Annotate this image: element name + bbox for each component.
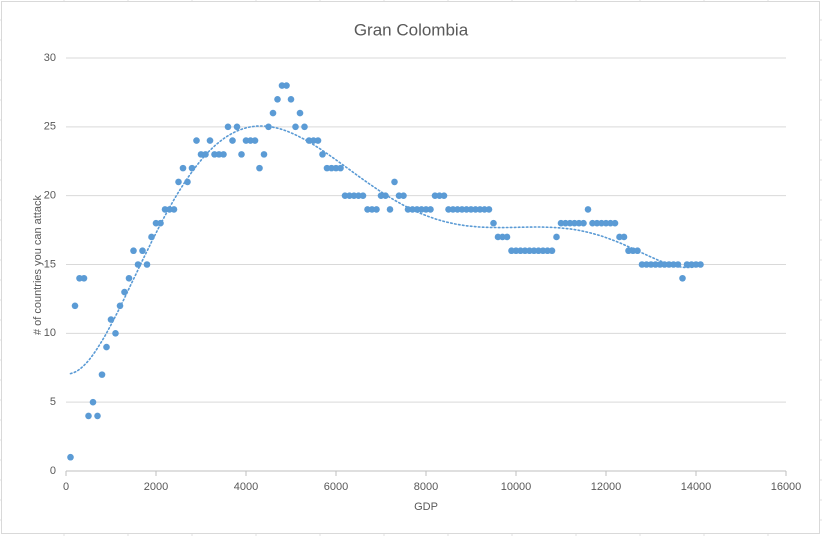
data-point xyxy=(98,371,106,378)
data-point xyxy=(94,412,101,420)
data-point xyxy=(139,247,146,255)
chart-title: Gran Colombia xyxy=(354,20,469,39)
x-tick-label: 4000 xyxy=(234,481,258,493)
data-point xyxy=(233,123,241,131)
data-point xyxy=(301,123,308,131)
data-point xyxy=(679,274,686,282)
data-point xyxy=(148,233,155,241)
data-point xyxy=(265,123,272,131)
data-point xyxy=(319,151,326,158)
y-tick-label: 25 xyxy=(44,121,56,133)
data-point xyxy=(143,261,151,268)
data-point xyxy=(188,164,196,172)
y-tick-label: 0 xyxy=(50,465,56,477)
data-point xyxy=(620,233,628,241)
data-point xyxy=(125,274,133,282)
data-point xyxy=(296,109,304,117)
data-point xyxy=(427,206,434,213)
data-point xyxy=(382,192,389,199)
data-point xyxy=(548,247,556,255)
data-point xyxy=(359,192,367,199)
data-point xyxy=(391,178,398,186)
data-point xyxy=(184,178,191,186)
data-point xyxy=(71,302,79,310)
data-point xyxy=(274,96,281,103)
data-point xyxy=(674,261,682,268)
data-point xyxy=(67,453,74,461)
data-point xyxy=(287,96,295,103)
x-tick-label: 6000 xyxy=(324,481,348,493)
data-point xyxy=(85,412,92,420)
y-tick-label: 15 xyxy=(44,258,56,270)
x-tick-label: 16000 xyxy=(771,481,802,493)
y-axis-label: # of countries you can attack xyxy=(32,194,44,335)
x-tick-label: 14000 xyxy=(681,481,712,493)
data-point xyxy=(485,206,493,213)
data-point xyxy=(490,219,497,227)
y-tick-label: 5 xyxy=(50,396,56,408)
data-point xyxy=(697,261,704,268)
data-point xyxy=(202,151,209,158)
x-tick-label: 12000 xyxy=(591,481,622,493)
data-point xyxy=(134,261,142,268)
data-point xyxy=(238,151,245,158)
data-point xyxy=(157,219,164,227)
data-point xyxy=(220,151,227,158)
data-point xyxy=(314,137,322,144)
data-point xyxy=(584,206,592,213)
data-point xyxy=(283,82,290,89)
data-point xyxy=(256,164,263,172)
data-point xyxy=(206,137,214,144)
data-point xyxy=(116,302,124,310)
data-point xyxy=(440,192,448,199)
data-point xyxy=(611,219,619,227)
data-point xyxy=(337,164,344,172)
data-point xyxy=(107,316,115,323)
data-point xyxy=(179,164,187,172)
data-point xyxy=(229,137,236,144)
y-tick-label: 30 xyxy=(44,52,56,64)
data-point xyxy=(103,343,110,351)
data-point xyxy=(121,288,128,296)
data-point xyxy=(292,123,299,131)
y-tick-label: 20 xyxy=(44,190,56,202)
data-point xyxy=(260,151,268,158)
data-point xyxy=(386,206,394,213)
data-point xyxy=(400,192,407,199)
data-point xyxy=(130,247,137,255)
data-point xyxy=(224,123,232,131)
x-axis-label: GDP xyxy=(414,501,438,513)
data-point xyxy=(503,233,511,241)
data-point xyxy=(373,206,380,213)
x-tick-label: 0 xyxy=(63,481,69,493)
data-point xyxy=(193,137,200,144)
data-point xyxy=(251,137,259,144)
data-point xyxy=(112,330,119,337)
data-point xyxy=(170,206,178,213)
data-point xyxy=(89,398,97,406)
data-point xyxy=(553,233,560,241)
y-tick-label: 10 xyxy=(44,327,56,339)
x-tick-label: 2000 xyxy=(144,481,168,493)
data-point xyxy=(580,219,587,227)
x-tick-label: 10000 xyxy=(501,481,532,493)
data-point xyxy=(634,247,641,255)
x-tick-label: 8000 xyxy=(414,481,438,493)
data-point xyxy=(175,178,182,186)
data-point xyxy=(80,274,88,282)
data-point xyxy=(269,109,277,117)
